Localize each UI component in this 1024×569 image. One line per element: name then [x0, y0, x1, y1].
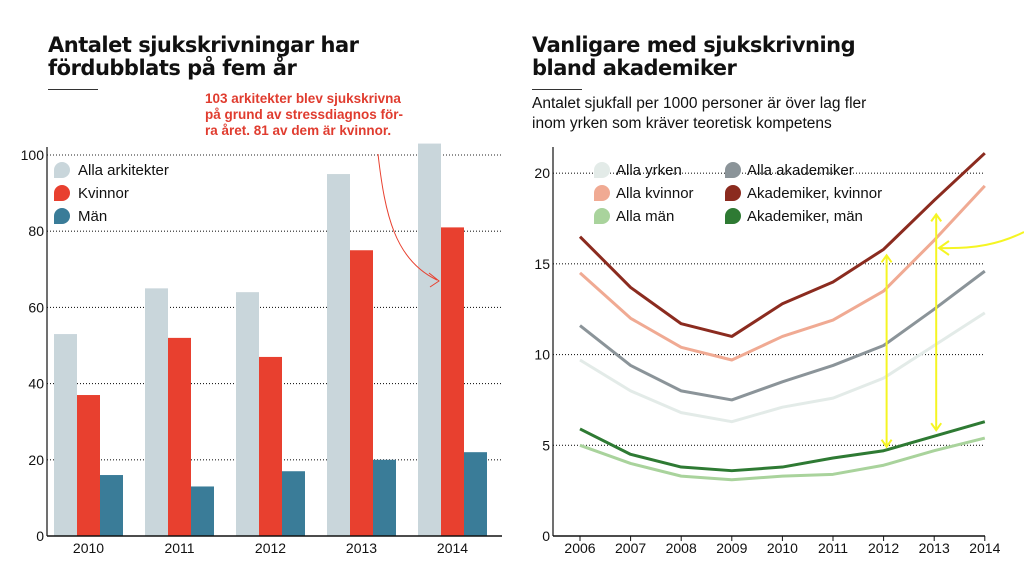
- legend-marker-kvinnor: [54, 185, 70, 201]
- legend-label-alla-arkitekter: Alla arkitekter: [78, 162, 169, 179]
- line-y-tick-label: 5: [542, 437, 550, 453]
- bar-alla-arkitekter-2010: [54, 334, 77, 536]
- line-series-alla-män: [579, 436, 986, 482]
- bar-x-tick-label: 2010: [73, 540, 104, 556]
- bar-män-2010: [100, 475, 123, 536]
- line-x-tick-label: 2013: [919, 540, 950, 556]
- bar-y-tick-label: 60: [28, 299, 44, 315]
- left-chart-title: Antalet sjukskrivningar har fördubblats …: [48, 33, 359, 80]
- highlight-arrow-head: [930, 212, 943, 222]
- line-x-tick-label: 2014: [969, 540, 1000, 556]
- legend-label-alla-kvinnor: Alla kvinnor: [616, 185, 694, 202]
- line-x-tick-label: 2009: [716, 540, 747, 556]
- bar-män-2014: [464, 452, 487, 536]
- line-x-tick-label: 2010: [767, 540, 798, 556]
- legend-marker-män: [54, 208, 70, 224]
- legend-marker-alla-män: [594, 208, 610, 224]
- bar-alla-arkitekter-2013: [327, 174, 350, 537]
- bar-x-tick-label: 2014: [437, 540, 468, 556]
- line-x-tick-label: 2011: [818, 540, 848, 556]
- line-y-tick-label: 20: [534, 165, 550, 181]
- bar-x-tick-label: 2012: [255, 540, 286, 556]
- legend-label-alla-akademiker: Alla akademiker: [747, 162, 854, 179]
- bar-x-tick-label: 2011: [164, 540, 194, 556]
- legend-marker-alla-arkitekter: [54, 162, 70, 178]
- bar-män-2013: [373, 459, 396, 536]
- legend-label-akademiker-kvinnor: Akademiker, kvinnor: [747, 185, 882, 202]
- bar-män-2011: [191, 486, 214, 536]
- legend-label-alla-män: Alla män: [616, 208, 674, 225]
- legend-marker-alla-yrken: [594, 162, 610, 178]
- line-x-tick-label: 2012: [868, 540, 899, 556]
- bar-x-tick-label: 2013: [346, 540, 377, 556]
- line-x-tick-label: 2006: [564, 540, 595, 556]
- annotation-arrow-line: [377, 153, 438, 281]
- highlight-arrow-head: [880, 253, 893, 263]
- annotation-arrow-head: [428, 272, 440, 288]
- bar-alla-arkitekter-2011: [145, 288, 168, 536]
- bar-män-2012: [282, 471, 305, 536]
- legend-marker-akademiker-män: [725, 208, 741, 224]
- line-series-alla-kvinnor: [578, 184, 986, 362]
- highlight-pointer-line: [939, 231, 1024, 250]
- line-series-alla-yrken: [579, 311, 986, 424]
- bar-y-tick-label: 0: [36, 528, 44, 544]
- bar-y-tick-label: 20: [28, 452, 44, 468]
- left-title-rule: [48, 89, 98, 90]
- bar-alla-arkitekter-2012: [236, 292, 259, 536]
- right-chart-title: Vanligare med sjukskrivning bland akadem…: [532, 33, 856, 80]
- line-series-akademiker-män: [579, 420, 986, 473]
- highlight-pointer-head: [937, 240, 950, 256]
- line-y-tick-label: 15: [534, 256, 550, 272]
- bar-alla-arkitekter-2014: [418, 143, 441, 536]
- right-title-rule: [532, 89, 582, 90]
- bar-kvinnor-2014: [441, 227, 464, 536]
- legend-label-akademiker-män: Akademiker, män: [747, 208, 863, 225]
- legend-label-män: Män: [78, 208, 107, 225]
- bar-kvinnor-2013: [350, 250, 373, 536]
- line-series-akademiker-kvinnor: [578, 152, 986, 338]
- highlight-arrow-head: [930, 422, 943, 432]
- highlight-arrow-head: [880, 439, 893, 449]
- legend-marker-alla-kvinnor: [594, 185, 610, 201]
- line-x-tick-label: 2008: [666, 540, 697, 556]
- bar-annotation: 103 arkitekter blev sjukskrivna på grund…: [205, 91, 404, 138]
- line-y-tick-label: 10: [534, 347, 550, 363]
- legend-label-kvinnor: Kvinnor: [78, 185, 129, 202]
- bar-kvinnor-2011: [168, 337, 191, 536]
- line-chart-subtitle: Antalet sjukfall per 1000 personer är öv…: [532, 95, 867, 132]
- line-series-alla-akademiker: [579, 269, 986, 402]
- line-x-tick-label: 2007: [615, 540, 646, 556]
- legend-marker-alla-akademiker: [725, 162, 741, 178]
- bar-kvinnor-2012: [259, 356, 282, 536]
- legend-label-alla-yrken: Alla yrken: [616, 162, 682, 179]
- line-y-tick-label: 0: [542, 528, 550, 544]
- bar-y-tick-label: 100: [21, 147, 45, 163]
- bar-kvinnor-2010: [77, 395, 100, 536]
- bar-y-tick-label: 40: [28, 376, 44, 392]
- legend-marker-akademiker-kvinnor: [725, 185, 741, 201]
- bar-y-tick-label: 80: [28, 223, 44, 239]
